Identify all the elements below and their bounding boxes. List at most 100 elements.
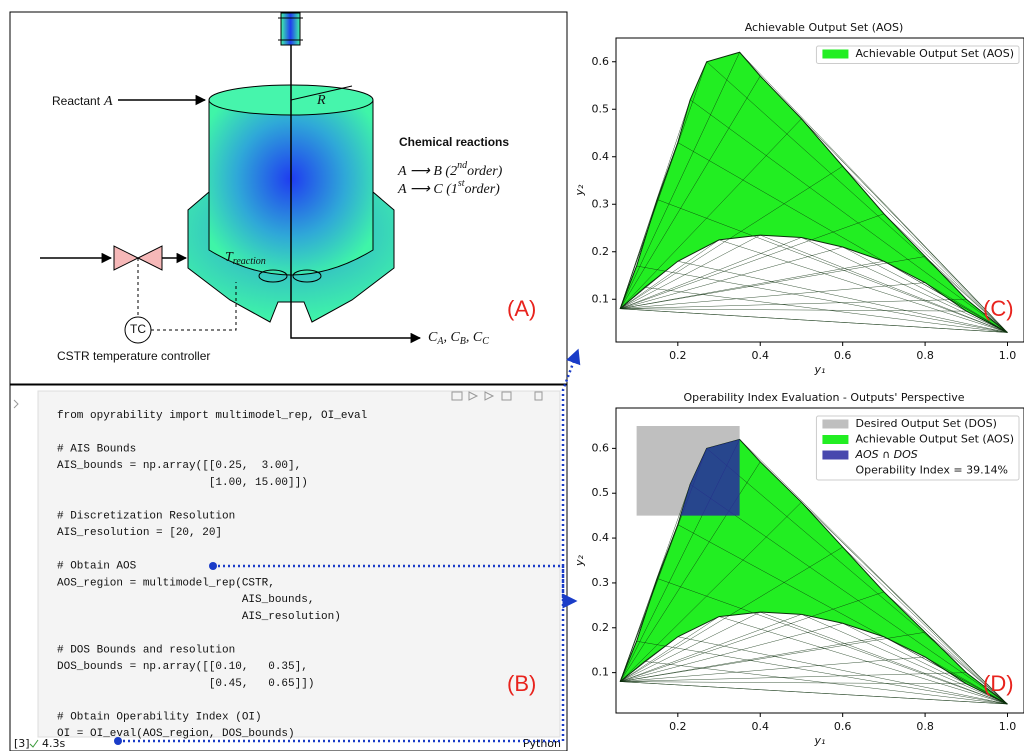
chart: Operability Index Evaluation - Outputs' … [573, 391, 1024, 747]
y-tick-label: 0.1 [592, 292, 610, 305]
mesh-line [619, 484, 691, 682]
reactant-symbol: A [103, 94, 113, 109]
mesh-line [636, 265, 1008, 333]
mesh-line [619, 75, 761, 309]
plot [619, 51, 1008, 333]
impeller [292, 269, 322, 283]
y-tick-label: 0.2 [592, 245, 610, 258]
output-sub: A [436, 336, 444, 347]
x-tick-label: 1.0 [999, 720, 1017, 733]
cstr-diagram: Reactant A R Chemical reactions A ⟶ B (2n… [40, 12, 536, 363]
mesh-line [924, 282, 1008, 333]
mesh-line [620, 611, 761, 682]
mesh-line [842, 623, 1008, 705]
impeller [258, 269, 288, 283]
chart: Achievable Output Set (AOS) 0.2 0.4 0.6 0.8 1… [573, 21, 1024, 376]
mesh-line [619, 239, 720, 309]
code-comment: # DOS Bounds and resolution [57, 644, 235, 656]
output-text: , C [466, 330, 483, 345]
code-line: AIS_resolution) [57, 611, 341, 623]
reactions-title: Chemical reactions [399, 135, 509, 149]
legend-label: Achievable Output Set (AOS) [855, 47, 1014, 60]
mesh-line [620, 681, 967, 685]
x-tick-label: 0.2 [669, 349, 687, 362]
legend-label: Desired Output Set (DOS) [855, 417, 997, 430]
mesh-line [924, 632, 1008, 705]
legend-label: AOS ∩ DOS [854, 448, 917, 461]
mesh-line [801, 237, 1008, 333]
mesh-line [842, 546, 1008, 705]
plot [619, 425, 1008, 705]
mesh-line [620, 636, 884, 682]
mesh-line [842, 166, 1008, 333]
mesh-line [739, 52, 1008, 333]
mesh-line [620, 246, 843, 309]
charts: Achievable Output Set (AOS) 0.2 0.4 0.6 0.8 1… [573, 21, 1024, 747]
code-comment: # AIS Bounds [57, 443, 136, 455]
reaction-sup: nd [457, 160, 468, 171]
x-axis-label: y₁ [814, 363, 826, 376]
mesh-line [620, 308, 967, 312]
mesh-line [619, 661, 646, 682]
reaction-text: order) [467, 164, 503, 179]
legend-swatch [822, 450, 849, 460]
mesh-line [636, 640, 1008, 705]
y-tick-label: 0.5 [592, 486, 610, 499]
mesh-line [620, 237, 802, 309]
axes-frame [615, 407, 1024, 714]
mesh-line [620, 656, 926, 682]
toolbar-icon [468, 391, 479, 401]
mesh-line [620, 681, 1008, 705]
region [680, 439, 740, 516]
legend-annotation: Operability Index = 39.14% [855, 464, 1008, 477]
y-tick-label: 0.3 [592, 576, 610, 589]
y-tick-label: 0.6 [592, 55, 610, 68]
mesh-line [619, 99, 691, 309]
output-text: C [428, 330, 438, 345]
mesh-line [620, 261, 884, 309]
mesh-line [619, 52, 740, 309]
mesh-line [619, 166, 843, 309]
mesh-line [966, 299, 1008, 333]
controller-label: TC [130, 322, 146, 336]
x-axis-label: y₁ [814, 734, 826, 747]
mesh-line [620, 614, 802, 682]
outputs-label: CA, CB, CC [428, 330, 489, 347]
mesh-line [924, 656, 1008, 705]
x-tick-label: 0.8 [916, 720, 934, 733]
temperature-label: Treaction [225, 250, 266, 267]
legend-swatch [822, 419, 849, 429]
y-axis-label: y₂ [573, 184, 586, 197]
y-tick-label: 0.3 [592, 197, 610, 210]
mesh-line [620, 591, 884, 682]
mesh-line [619, 546, 843, 682]
duration: 4.3s [42, 737, 65, 750]
mesh [619, 52, 1008, 333]
language: Python [523, 737, 561, 750]
mesh-line [620, 282, 926, 309]
code-line: AIS_resolution = [20, 20] [57, 527, 222, 539]
panel-label: (B) [507, 671, 536, 696]
code-line: DOS_bounds = np.array([[0.10, 0.35], [57, 661, 308, 673]
toolbar-icon [451, 391, 463, 401]
toolbar-icon [501, 391, 512, 401]
mesh-line [619, 61, 707, 309]
mesh-line [966, 672, 1008, 705]
code-line: AOS_region = multimodel_rep(CSTR, [57, 577, 275, 589]
mesh-line [883, 261, 1008, 333]
reaction-sup: st [458, 178, 465, 189]
code-lines: from opyrability import multimodel_rep, … [57, 410, 367, 740]
execution-count: [3] [14, 737, 30, 750]
x-tick-label: 0.6 [834, 720, 852, 733]
legend-frame [815, 415, 1020, 481]
code-line: AIS_bounds, [57, 594, 314, 606]
mesh-line [760, 611, 1008, 705]
y-tick-label: 0.2 [592, 621, 610, 634]
mesh-line [620, 623, 843, 682]
y-axis-label: y₂ [573, 554, 586, 567]
mesh-line [883, 591, 1008, 705]
controller-caption: CSTR temperature controller [57, 349, 210, 363]
mesh-line [644, 287, 1008, 333]
connector [213, 564, 578, 609]
mesh-line [619, 287, 646, 309]
